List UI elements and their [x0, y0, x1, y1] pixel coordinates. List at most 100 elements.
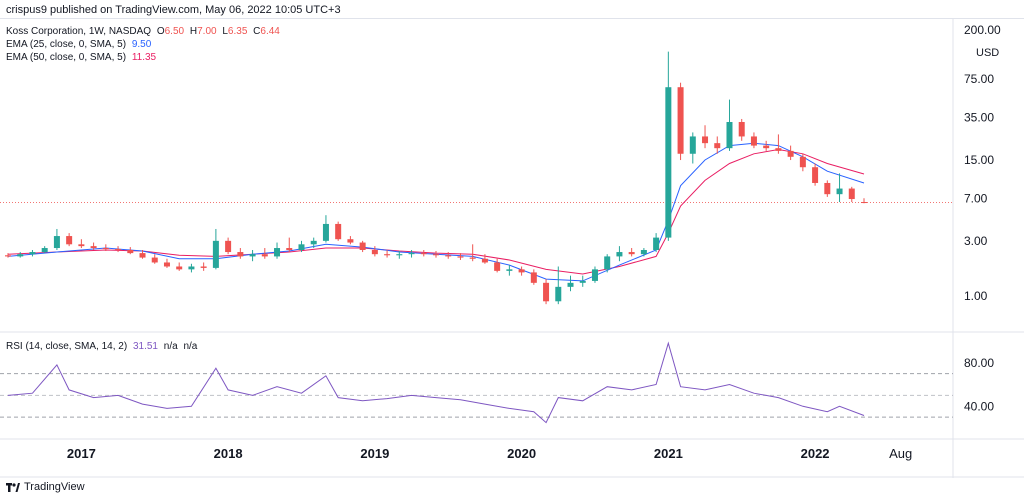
candle-body-28: [347, 239, 354, 243]
legend-ema50-value: 11.35: [131, 52, 157, 63]
candle-body-61: [750, 136, 757, 146]
candle-body-36: [445, 255, 452, 257]
legend-ema50-label: EMA (50, close, 0, SMA, 5): [6, 52, 127, 63]
footer-brand: TradingView: [24, 481, 85, 493]
candle-body-66: [812, 167, 819, 183]
candle-body-6: [78, 244, 85, 247]
candle-body-69: [848, 188, 855, 200]
candle-body-67: [824, 182, 831, 195]
candle-body-54: [665, 87, 672, 238]
candle-body-17: [212, 240, 219, 268]
candle-body-35: [433, 254, 439, 256]
price-tick-1: 75.00: [964, 72, 994, 86]
candle-body-24: [298, 244, 305, 250]
tradingview-logo-icon: [6, 482, 20, 492]
chart-svg[interactable]: 200.00 75.00 35.00 15.00 7.00 3.00 1.00 80.00 4…: [0, 19, 1024, 478]
candle-body-26: [322, 223, 329, 241]
candle-body-32: [396, 254, 403, 256]
legend-ema25-value: 9.50: [131, 39, 152, 50]
price-tick-labels: 200.00 75.00 35.00 15.00 7.00 3.00 1.00: [964, 23, 1001, 303]
legend-h-label: H: [189, 26, 198, 37]
candle-body-3: [41, 248, 48, 253]
candle-body-21: [261, 254, 268, 257]
candle-body-31: [384, 254, 391, 256]
candle-body-23: [286, 248, 293, 250]
candle-body-30: [371, 249, 378, 255]
legend-l-value: 6.35: [227, 26, 248, 37]
candle-body-27: [335, 223, 342, 240]
time-tick-2: 2019: [360, 446, 389, 461]
candle-body-19: [237, 252, 244, 257]
rsi-bands: [0, 373, 953, 418]
rsi-legend-value: 31.51: [132, 341, 158, 352]
ema50-series: [7, 148, 865, 275]
candle-body-34: [420, 253, 427, 255]
time-tick-4: 2021: [654, 446, 683, 461]
legend-ema25-label: EMA (25, close, 0, SMA, 5): [6, 39, 127, 50]
candle-body-56: [689, 136, 696, 154]
currency-label[interactable]: USD: [976, 47, 999, 59]
candle-body-18: [225, 240, 232, 253]
candle-body-38: [469, 257, 476, 259]
legend-symbol-row: Koss Corporation, 1W, NASDAQ O6.50 H7.00…: [6, 25, 283, 38]
candle-body-7: [90, 246, 97, 249]
candle-body-9: [115, 249, 122, 251]
time-tick-3: 2020: [507, 446, 536, 461]
rsi-tick-0: 80.00: [964, 356, 994, 370]
candle-body-63: [775, 148, 782, 151]
legend-ema25-row: EMA (25, close, 0, SMA, 5) 9.50: [6, 38, 283, 51]
candle-body-45: [555, 286, 562, 302]
chart-frame: 200.00 75.00 35.00 15.00 7.00 3.00 1.00 80.00 4…: [0, 18, 1024, 478]
candle-body-48: [591, 269, 598, 281]
rsi-tick-1: 40.00: [964, 399, 994, 413]
candle-body-60: [738, 122, 745, 137]
candle-body-70: [861, 202, 867, 204]
candle-body-49: [604, 256, 611, 270]
candle-body-52: [640, 249, 647, 255]
rsi-legend-na1: n/a: [163, 341, 178, 352]
published-header: crispus9 published on TradingView.com, M…: [6, 4, 341, 16]
price-tick-3: 15.00: [964, 153, 994, 167]
candle-body-0: [5, 255, 11, 257]
candle-body-50: [616, 252, 623, 257]
candle-body-1: [17, 254, 24, 257]
candle-body-62: [763, 145, 770, 149]
candle-body-33: [408, 253, 415, 255]
rsi-legend: RSI (14, close, SMA, 14, 2) 31.51 n/a n/…: [6, 340, 200, 353]
candle-body-4: [53, 236, 60, 249]
legend-c-value: 6.44: [260, 26, 280, 37]
candle-body-8: [102, 248, 109, 250]
candle-body-51: [628, 252, 635, 255]
candle-body-13: [163, 262, 170, 267]
candle-body-11: [139, 253, 146, 258]
candle-body-12: [151, 257, 158, 263]
candle-body-29: [359, 242, 366, 250]
candle-body-58: [714, 143, 721, 149]
candle-body-40: [494, 262, 501, 271]
price-tick-5: 3.00: [964, 234, 988, 248]
candle-body-68: [836, 188, 843, 195]
legend-title: Koss Corporation, 1W, NASDAQ: [6, 26, 152, 37]
rsi-tick-labels: 80.00 40.00: [964, 356, 994, 414]
candle-body-42: [518, 269, 525, 273]
rsi-series: [7, 341, 865, 424]
rsi-legend-label: RSI (14, close, SMA, 14, 2): [6, 341, 128, 352]
candle-body-53: [653, 237, 660, 250]
candle-body-20: [249, 254, 256, 257]
candle-body-25: [310, 240, 317, 245]
candle-body-16: [200, 266, 207, 268]
candle-body-43: [530, 272, 537, 283]
candlestick-series: [5, 51, 867, 305]
candle-body-22: [274, 248, 281, 257]
candle-body-57: [702, 136, 709, 144]
legend-h-value: 7.00: [197, 26, 217, 37]
candle-body-47: [579, 280, 586, 283]
candle-body-55: [677, 87, 684, 154]
time-tick-1: 2018: [214, 446, 243, 461]
time-tick-6: Aug: [889, 446, 912, 461]
main-legend: Koss Corporation, 1W, NASDAQ O6.50 H7.00…: [6, 25, 283, 64]
ema25-series: [7, 142, 865, 282]
time-tick-0: 2017: [67, 446, 96, 461]
time-tick-5: 2022: [801, 446, 830, 461]
candle-body-15: [188, 266, 195, 270]
